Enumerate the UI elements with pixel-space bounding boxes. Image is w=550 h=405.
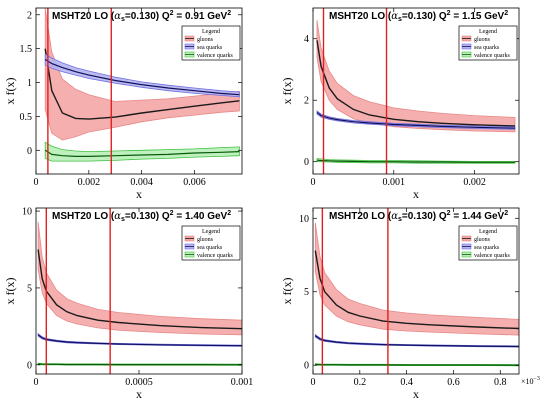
panel-title: MSHT20 LO (αs=0.130) Q2 = 1.40 GeV2 — [52, 210, 231, 223]
x-axis-label: x — [136, 187, 142, 201]
line-valence-quarks — [315, 363, 519, 366]
line-sea-quarks — [44, 58, 240, 96]
x-tick-label: 0.0005 — [125, 377, 153, 388]
y-tick-label: 0.5 — [20, 112, 33, 123]
y-tick-label: 10 — [22, 207, 32, 218]
plot-area — [37, 221, 242, 366]
band-sea-quarks — [44, 53, 240, 98]
y-tick-label: 1 — [27, 78, 32, 89]
x-tick-label: 0.004 — [130, 177, 153, 188]
legend-entry: valence quarks — [197, 53, 233, 59]
legend-entry: gluons — [474, 237, 491, 243]
y-axis-label: x f(x) — [3, 78, 17, 105]
x-tick-label: 0.6 — [447, 377, 460, 388]
plot-area — [316, 20, 516, 164]
y-tick-label: 4 — [304, 34, 309, 45]
plot-area — [314, 222, 519, 367]
x-tick-label: 0 — [34, 177, 39, 188]
legend-entry: sea quarks — [474, 245, 500, 251]
line-gluons — [37, 249, 242, 330]
line-gluons — [316, 40, 516, 127]
legend-title: Legend — [202, 29, 220, 35]
y-tick-label: 0 — [27, 360, 32, 371]
x-axis-label: x — [136, 387, 142, 401]
panel-1: 0 0.002 0.004 0.006 0 0.5 1 1.5 2 x x f(x) MSHT20 L… — [3, 7, 243, 201]
plot-frame — [312, 207, 520, 375]
legend: Legend gluons sea quarks valence quarks — [181, 25, 241, 61]
line-gluons — [314, 250, 519, 330]
y-tick-label: 5 — [304, 287, 309, 298]
y-tick-label: 10 — [299, 214, 309, 225]
plot-area — [44, 8, 240, 162]
x-tick-label: 0.001 — [383, 177, 406, 188]
legend-title: Legend — [479, 29, 497, 35]
legend-entry: valence quarks — [197, 253, 233, 259]
band-gluons — [316, 20, 516, 133]
y-tick-label: 0 — [304, 157, 309, 168]
legend-entry: valence quarks — [474, 253, 510, 259]
legend-entry: sea quarks — [197, 45, 223, 51]
x-axis-label: x — [413, 187, 419, 201]
panel-3: 0 0.0005 0.001 0 5 10 x x f(x) MSHT20 LO (αs=0.1… — [3, 207, 253, 401]
legend: Legend gluons sea quarks valence quarks — [458, 225, 518, 261]
x-tick-label: 0.002 — [78, 177, 101, 188]
panel-2: 0 0.001 0.002 0 2 4 x x f(x) MSHT20 LO (αs=0.130… — [280, 7, 520, 201]
x-tick-label: 0.001 — [231, 377, 254, 388]
x-axis-label: x — [413, 387, 419, 401]
legend-title: Legend — [202, 229, 220, 235]
line-valence-quarks — [44, 149, 240, 157]
y-tick-label: 2 — [304, 96, 309, 107]
band-valence-quarks — [44, 141, 240, 162]
legend-entry: gluons — [474, 37, 491, 43]
band-gluons — [37, 221, 242, 336]
plot-frame — [312, 7, 520, 175]
x-tick-label: 0 — [34, 377, 39, 388]
line-sea-quarks — [314, 335, 519, 348]
legend: Legend gluons sea quarks valence quarks — [181, 225, 241, 261]
x-axis-multiplier: ×10−3 — [521, 376, 540, 386]
y-tick-label: 1.5 — [20, 44, 33, 55]
legend: Legend gluons sea quarks valence quarks — [458, 25, 518, 61]
legend-entry: sea quarks — [197, 245, 223, 251]
panel-title: MSHT20 LO (αs=0.130) Q2 = 1.44 GeV2 — [329, 210, 508, 223]
y-axis-label: x f(x) — [280, 78, 294, 105]
y-tick-label: 2 — [27, 10, 32, 21]
y-tick-label: 0 — [27, 146, 32, 157]
legend-entry: gluons — [197, 37, 214, 43]
x-tick-label: 0 — [311, 377, 316, 388]
y-axis-label: x f(x) — [280, 278, 294, 305]
panel-4: 0 0.2 0.4 0.6 0.8 0 5 10 x x f(x) ×10−3 MSHT20 LO (… — [280, 207, 540, 401]
y-axis-label: x f(x) — [3, 278, 17, 305]
plot-frame — [35, 7, 243, 175]
legend-entry: sea quarks — [474, 45, 500, 51]
panel-title: MSHT20 LO (αs=0.130) Q2 = 0.91 GeV2 — [52, 10, 231, 23]
y-tick-label: 0 — [304, 361, 309, 372]
x-tick-label: 0.002 — [463, 177, 486, 188]
line-sea-quarks — [316, 112, 516, 129]
line-valence-quarks — [38, 363, 242, 366]
line-valence-quarks — [316, 159, 515, 163]
panel-title: MSHT20 LO (αs=0.130) Q2 = 1.15 GeV2 — [329, 10, 508, 23]
line-sea-quarks — [37, 334, 242, 347]
band-gluons — [314, 222, 519, 336]
x-tick-label: 0.8 — [494, 377, 507, 388]
x-tick-label: 0 — [311, 177, 316, 188]
x-tick-label: 0.2 — [354, 377, 367, 388]
x-tick-label: 0.006 — [183, 177, 206, 188]
legend-entry: valence quarks — [474, 53, 510, 59]
legend-entry: gluons — [197, 237, 214, 243]
y-tick-label: 5 — [27, 283, 32, 294]
legend-title: Legend — [479, 229, 497, 235]
x-tick-label: 0.4 — [400, 377, 413, 388]
line-gluons — [44, 48, 240, 120]
